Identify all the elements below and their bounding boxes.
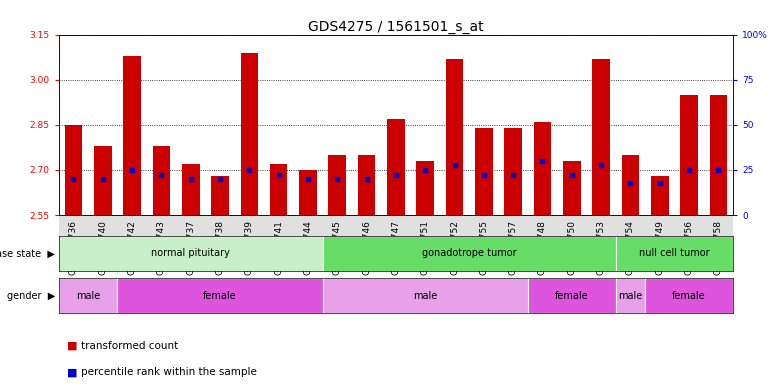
Bar xyxy=(563,161,581,215)
Bar xyxy=(123,56,141,215)
Bar xyxy=(64,125,82,215)
Text: male: male xyxy=(619,291,643,301)
Bar xyxy=(323,236,615,271)
Bar xyxy=(615,236,733,271)
Bar xyxy=(328,155,346,215)
Text: female: female xyxy=(203,291,237,301)
Bar xyxy=(710,95,728,215)
Bar xyxy=(528,278,615,313)
Bar xyxy=(593,59,610,215)
Text: gonadotrope tumor: gonadotrope tumor xyxy=(422,248,517,258)
Text: female: female xyxy=(555,291,589,301)
Bar xyxy=(416,161,434,215)
Text: male: male xyxy=(76,291,100,301)
Text: female: female xyxy=(672,291,706,301)
Text: gender  ▶: gender ▶ xyxy=(6,291,55,301)
Bar xyxy=(182,164,199,215)
Bar xyxy=(387,119,405,215)
Bar xyxy=(59,278,118,313)
Bar xyxy=(504,128,522,215)
Bar xyxy=(622,155,639,215)
Bar xyxy=(299,170,317,215)
Bar xyxy=(241,53,258,215)
Bar xyxy=(681,95,698,215)
Text: normal pituitary: normal pituitary xyxy=(151,248,230,258)
Text: transformed count: transformed count xyxy=(81,341,178,351)
Bar xyxy=(270,164,288,215)
Text: null cell tumor: null cell tumor xyxy=(639,248,710,258)
Bar xyxy=(475,128,492,215)
Text: disease state  ▶: disease state ▶ xyxy=(0,248,55,258)
Bar xyxy=(446,59,463,215)
Bar xyxy=(615,278,645,313)
Bar xyxy=(651,176,669,215)
Bar xyxy=(534,122,551,215)
Bar xyxy=(59,236,323,271)
Bar xyxy=(118,278,323,313)
Text: percentile rank within the sample: percentile rank within the sample xyxy=(81,367,256,377)
Bar xyxy=(211,176,229,215)
Text: ■: ■ xyxy=(67,341,77,351)
Bar xyxy=(358,155,376,215)
Bar xyxy=(645,278,733,313)
Text: male: male xyxy=(413,291,437,301)
Bar xyxy=(323,278,528,313)
Title: GDS4275 / 1561501_s_at: GDS4275 / 1561501_s_at xyxy=(308,20,484,33)
Text: ■: ■ xyxy=(67,367,77,377)
Bar xyxy=(153,146,170,215)
Bar xyxy=(94,146,111,215)
